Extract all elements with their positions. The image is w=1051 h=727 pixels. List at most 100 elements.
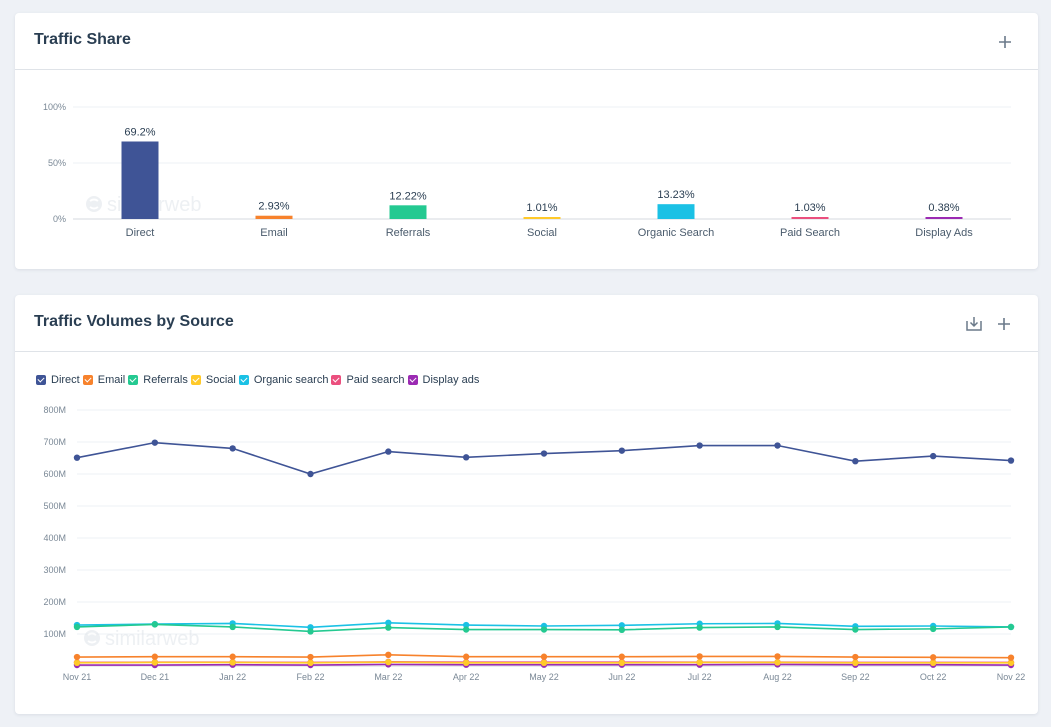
checkbox-icon[interactable] (36, 375, 46, 385)
y-tick-label: 50% (48, 158, 66, 168)
data-point (385, 448, 392, 455)
traffic-share-title: Traffic Share (34, 31, 131, 48)
x-tick-label: Nov 21 (63, 672, 92, 682)
legend-label: Referrals (143, 374, 188, 386)
data-point (929, 654, 937, 661)
y-tick-label: 800M (43, 405, 66, 415)
traffic-share-chart: 0%50%100%similarweb69.2%Direct2.93%Email… (15, 71, 1038, 269)
data-point (462, 626, 470, 633)
bar-value-label: 69.2% (124, 126, 155, 138)
similarweb-logo-mark (87, 632, 97, 644)
data-point (929, 625, 937, 633)
legend-item[interactable]: Organic search (238, 374, 328, 386)
chart-legend: Direct Email Referrals Social Organic search… (36, 374, 482, 386)
checkbox-icon[interactable] (82, 375, 93, 385)
bar-value-label: 13.23% (657, 189, 695, 201)
data-point (618, 622, 626, 629)
data-point (462, 454, 470, 461)
category-label: Referrals (386, 227, 431, 239)
y-tick-label: 500M (43, 501, 66, 511)
bar-value-label: 0.38% (928, 202, 959, 214)
y-tick-label: 100M (43, 629, 66, 639)
data-point (307, 653, 314, 661)
data-point (618, 659, 626, 666)
data-point (1007, 654, 1015, 661)
y-tick-label: 400M (43, 533, 66, 543)
checkbox-icon[interactable] (407, 375, 418, 385)
data-point (229, 445, 236, 452)
data-point (618, 626, 626, 634)
series-line (76, 441, 1012, 475)
data-point (1007, 623, 1015, 631)
data-point (852, 653, 859, 661)
data-point (73, 623, 81, 631)
similarweb-watermark: similarweb (84, 628, 199, 650)
data-point (618, 447, 626, 454)
legend-item[interactable]: Display ads (407, 374, 479, 386)
download-icon[interactable] (963, 313, 985, 335)
legend-label: Direct (51, 374, 80, 386)
traffic-volumes-card: Traffic Volumes by Source Direct Email Ref… (15, 295, 1038, 714)
bar-value-label: 1.03% (794, 202, 825, 214)
similarweb-logo-icon (84, 630, 100, 646)
category-label: Email (260, 227, 288, 239)
traffic-share-header: Traffic Share (15, 13, 1038, 70)
checkbox-icon[interactable] (331, 375, 342, 385)
data-point (696, 442, 703, 449)
bar-value-label: 2.93% (258, 201, 289, 213)
data-point (774, 659, 781, 666)
data-point (1007, 457, 1015, 464)
plus-icon[interactable] (993, 313, 1015, 335)
data-point (307, 659, 314, 666)
category-label: Direct (126, 227, 155, 239)
x-tick-label: Apr 22 (453, 672, 480, 682)
bar (523, 217, 561, 219)
legend-item[interactable]: Email (82, 374, 126, 386)
bar (657, 204, 695, 219)
category-label: Paid Search (780, 227, 840, 239)
traffic-share-card: Traffic Share 0%50%100%similarweb69.2%Di… (15, 13, 1038, 269)
data-point (151, 439, 159, 446)
data-point (229, 653, 236, 660)
bar-value-label: 12.22% (389, 190, 427, 202)
similarweb-watermark-text: similarweb (105, 628, 199, 650)
plus-icon[interactable] (994, 31, 1016, 53)
data-point (151, 621, 159, 628)
traffic-volumes-svg: 100M 200M 300M 400M 500M 600M 700M 800M Nov 21 De… (43, 405, 1025, 682)
category-label: Display Ads (915, 227, 973, 239)
bar (925, 217, 963, 219)
data-point (462, 621, 470, 629)
traffic-volumes-title: Traffic Volumes by Source (34, 313, 234, 330)
traffic-volumes-header: Traffic Volumes by Source (15, 295, 1038, 352)
legend-item[interactable]: Direct (36, 374, 80, 386)
x-tick-label: Aug 22 (763, 672, 792, 682)
bar (791, 217, 829, 219)
x-tick-label: Dec 21 (141, 672, 170, 682)
legend-item[interactable]: Paid search (331, 374, 405, 386)
legend-item[interactable]: Referrals (128, 374, 188, 386)
data-point (462, 659, 470, 666)
data-point (618, 653, 626, 660)
checkbox-icon[interactable] (128, 375, 139, 385)
y-tick-label: 300M (43, 565, 66, 575)
data-point (462, 653, 470, 660)
y-tick-label: 100% (43, 102, 66, 112)
checkbox-icon[interactable] (238, 375, 249, 385)
data-point (385, 658, 392, 666)
category-label: Social (527, 227, 557, 239)
checkbox-icon[interactable] (190, 375, 201, 385)
data-point (307, 470, 314, 478)
traffic-volumes-chart: 100M 200M 300M 400M 500M 600M 700M 800M Nov 21 De… (15, 395, 1038, 714)
data-point (385, 624, 392, 631)
data-point (73, 659, 81, 666)
data-point (73, 653, 81, 661)
bar-value-label: 1.01% (526, 202, 557, 214)
data-point (774, 442, 781, 449)
legend-label: Email (97, 374, 126, 386)
y-tick-label: 200M (43, 597, 66, 607)
bar (255, 215, 293, 219)
legend-item[interactable]: Social (190, 374, 236, 386)
x-tick-label: May 22 (529, 672, 559, 682)
data-point (696, 624, 703, 631)
data-point (929, 452, 937, 460)
